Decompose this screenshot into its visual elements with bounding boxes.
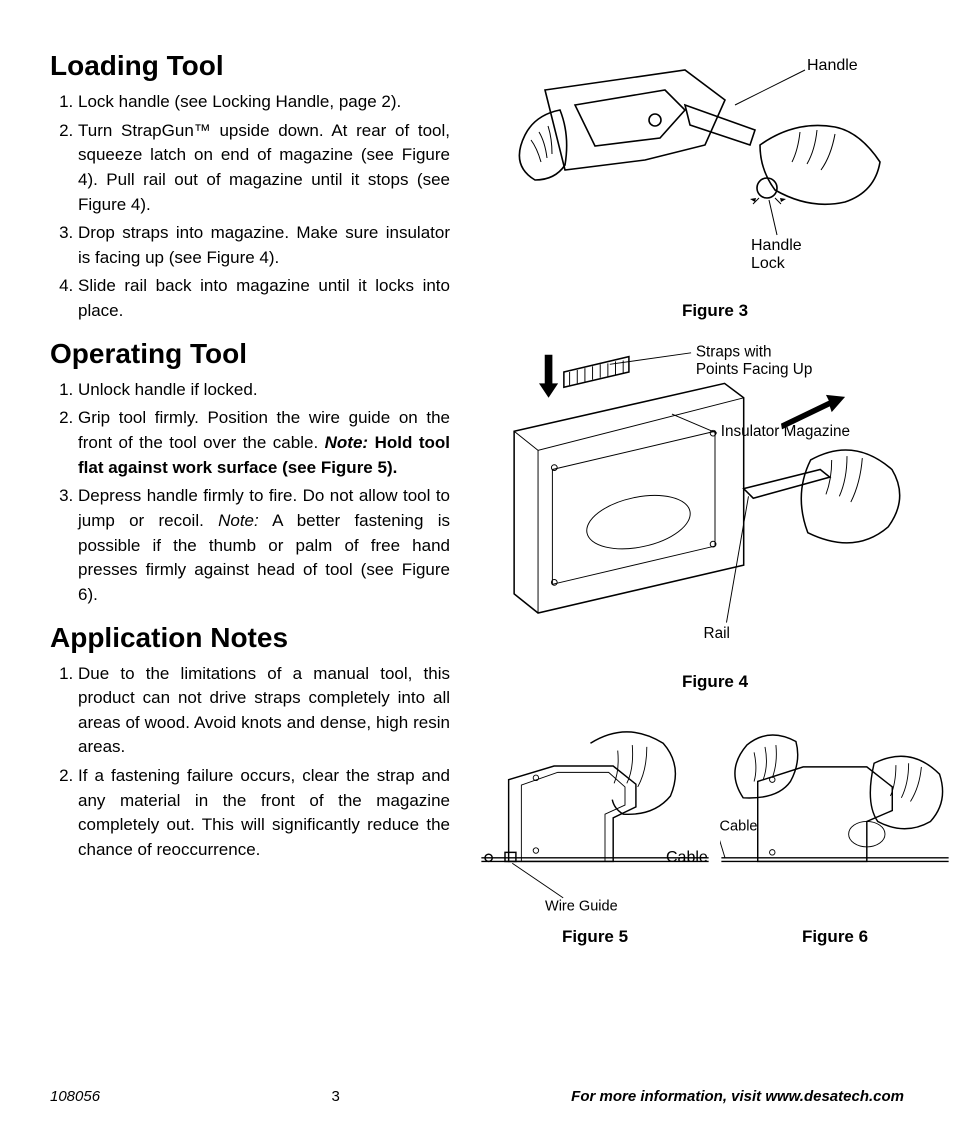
list-item: Turn StrapGun™ upside down. At rear of t… xyxy=(78,119,450,218)
list-item: Grip tool firmly. Position the wire guid… xyxy=(78,406,450,480)
list-item: Lock handle (see Locking Handle, page 2)… xyxy=(78,90,450,115)
list-item: Due to the limitations of a manual tool,… xyxy=(78,662,450,761)
page-footer: 108056 3 For more information, visit www… xyxy=(50,1088,904,1105)
loading-list: Lock handle (see Locking Handle, page 2)… xyxy=(50,90,450,324)
figure-6-caption: Figure 6 xyxy=(720,927,950,947)
figure-4-caption: Figure 4 xyxy=(480,672,950,692)
figure-4-svg: Straps with Points Facing Up Insulator M… xyxy=(495,345,935,661)
left-column: Loading Tool Lock handle (see Locking Ha… xyxy=(50,50,450,1050)
label-cable-shared: Cable xyxy=(666,849,708,867)
figure-3-svg: Handle Handle Lock xyxy=(505,50,925,290)
figure-6: Cable Figure 6 xyxy=(720,716,950,947)
heading-loading: Loading Tool xyxy=(50,50,450,82)
figure-5-svg: Wire Guide xyxy=(480,716,710,916)
list-item: Slide rail back into magazine until it l… xyxy=(78,274,450,323)
label-straps-1: Straps with xyxy=(696,345,772,361)
right-column: Handle Handle Lock Figure 3 xyxy=(480,50,950,1050)
figure-5-caption: Figure 5 xyxy=(480,927,710,947)
figures-5-6: Wire Guide Figure 5 xyxy=(480,716,950,947)
list-item: Unlock handle if locked. xyxy=(78,378,450,403)
label-straps-2: Points Facing Up xyxy=(696,361,812,378)
doc-number: 108056 xyxy=(50,1088,100,1105)
footer-info: For more information, visit www.desatech… xyxy=(571,1088,904,1105)
heading-operating: Operating Tool xyxy=(50,338,450,370)
figure-6-svg: Cable xyxy=(720,716,950,916)
label-handle-lock: Handle xyxy=(751,237,802,254)
label-handle-lock2: Lock xyxy=(751,255,786,272)
list-item: Drop straps into magazine. Make sure ins… xyxy=(78,221,450,270)
label-wire-guide: Wire Guide xyxy=(545,899,618,915)
figure-4: Straps with Points Facing Up Insulator M… xyxy=(480,345,950,692)
notes-list: Due to the limitations of a manual tool,… xyxy=(50,662,450,863)
list-item: Depress handle firmly to fire. Do not al… xyxy=(78,484,450,607)
operating-list: Unlock handle if locked. Grip tool firml… xyxy=(50,378,450,608)
label-rail: Rail xyxy=(704,625,730,642)
figure-5: Wire Guide Figure 5 xyxy=(480,716,710,947)
page-number: 3 xyxy=(331,1088,339,1105)
label-cable: Cable xyxy=(720,819,758,835)
list-item: If a fastening failure occurs, clear the… xyxy=(78,764,450,863)
note-label: Note: xyxy=(218,511,259,530)
figure-3: Handle Handle Lock Figure 3 xyxy=(480,50,950,321)
figure-3-caption: Figure 3 xyxy=(480,301,950,321)
heading-notes: Application Notes xyxy=(50,622,450,654)
note-label: Note: xyxy=(325,433,368,452)
label-mag: Insulator Magazine xyxy=(721,423,850,440)
label-handle: Handle xyxy=(807,57,858,74)
